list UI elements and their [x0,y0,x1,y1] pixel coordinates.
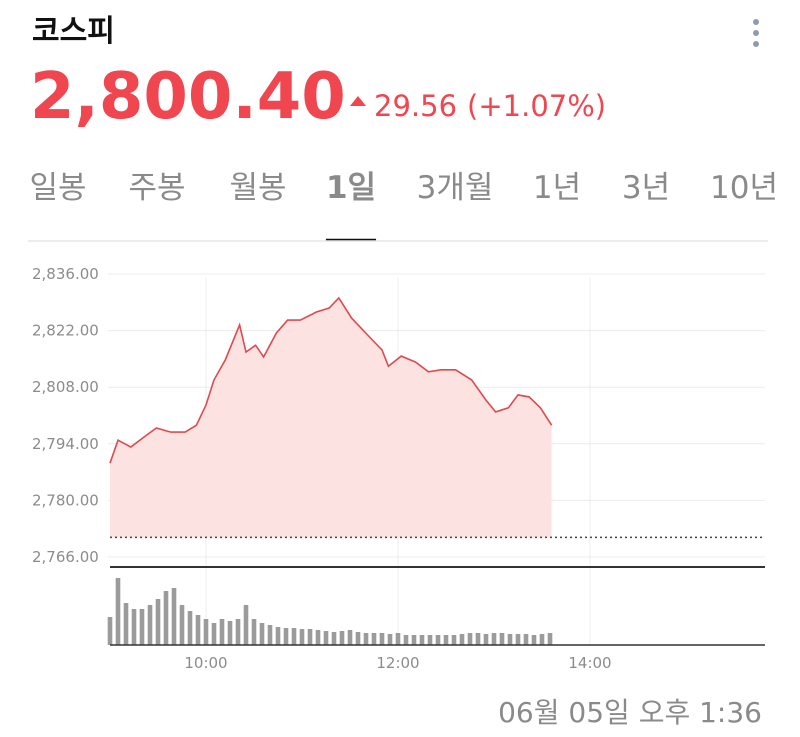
volume-bar [179,605,185,645]
volume-bar [443,635,449,645]
volume-bar [123,603,129,645]
chart: 2,766.00 2,780.00 2,794.00 2,808.00 2,822.00… [32,265,765,672]
volume-bar [219,619,225,645]
volume-bar [187,611,193,645]
volume-bar [147,605,153,645]
tab[interactable]: 1일 [326,170,376,206]
volume-bar [419,635,425,645]
price-line [109,296,553,464]
volume-bar [235,619,241,645]
volume-bar [491,633,497,645]
tab[interactable]: 월봉 [229,170,286,206]
tab[interactable]: 일봉 [29,170,86,206]
volume-bar [299,629,305,645]
tab[interactable]: 3개월 [417,170,494,206]
change-value: 29.56 [374,89,457,123]
volume-bar [115,578,121,645]
x-tick-label: 14:00 [568,654,611,672]
tab[interactable]: 3년 [622,170,670,206]
y-tick-label: 2,794.00 [32,435,99,453]
volume-bar [387,634,393,645]
volume-bar [427,635,433,645]
volume-bar [531,635,537,645]
volume-bar [283,628,289,645]
y-tick-label: 2,808.00 [32,378,99,396]
volume-bar [275,627,281,645]
tab-bar: 일봉 주봉 월봉 1일 3개월 1년 3년 10년 [29,170,778,242]
volume-bar [171,588,177,645]
tab[interactable]: 1년 [533,170,581,206]
volume-bar [539,634,545,645]
volume-bar [155,599,161,645]
timestamp: 06월 05일 오후 1:36 [498,696,762,729]
volume-bar [243,605,249,645]
x-tick-label: 10:00 [184,654,227,672]
volume-bar [451,635,457,645]
y-tick-label: 2,822.00 [32,322,99,340]
tab[interactable]: 10년 [710,170,778,206]
more-menu[interactable] [753,19,759,47]
volume-bar [499,633,505,645]
volume-bar [323,631,329,645]
volume-bar [347,630,353,645]
volume-bar [267,625,273,645]
volume-bar [379,633,385,645]
volume-bar [259,623,265,645]
volume-bar [547,633,553,645]
change-percent: (+1.07%) [467,89,606,123]
volume-bar [139,609,145,645]
change: 29.56 (+1.07%) [374,89,606,123]
volume-bar [331,632,337,645]
tab[interactable]: 주봉 [128,170,185,206]
volume-bar [107,617,113,645]
volume-bar [315,630,321,645]
volume-bar [211,623,217,645]
volume-bar [515,634,521,645]
volume-bar [227,621,233,645]
volume-bar [163,591,169,645]
index-title: 코스피 [32,14,115,49]
volume-bar [291,628,297,645]
volume-bar [363,633,369,645]
volume-bar [523,634,529,645]
volume-bar [395,633,401,645]
price: 2,800.40 [30,60,346,134]
y-tick-label: 2,766.00 [32,548,99,566]
volume-bar [195,615,201,645]
volume-bar [371,633,377,645]
volume-bar [459,634,465,645]
volume-bar [467,633,473,645]
volume-bar [507,634,513,645]
price-area [110,297,552,538]
volume-bar [483,634,489,645]
volume-bar [411,635,417,645]
volume-bar [251,619,257,645]
y-tick-label: 2,780.00 [32,491,99,509]
volume-bar [475,633,481,645]
volume-bar [307,629,313,645]
x-tick-label: 12:00 [376,654,419,672]
volume-bar [403,635,409,645]
up-arrow [350,96,366,106]
volume-bar [203,619,209,645]
volume-bar [339,631,345,645]
volume-bar [131,609,137,645]
volume-bar [435,635,441,645]
y-tick-label: 2,836.00 [32,265,99,283]
volume-bar [355,632,361,645]
